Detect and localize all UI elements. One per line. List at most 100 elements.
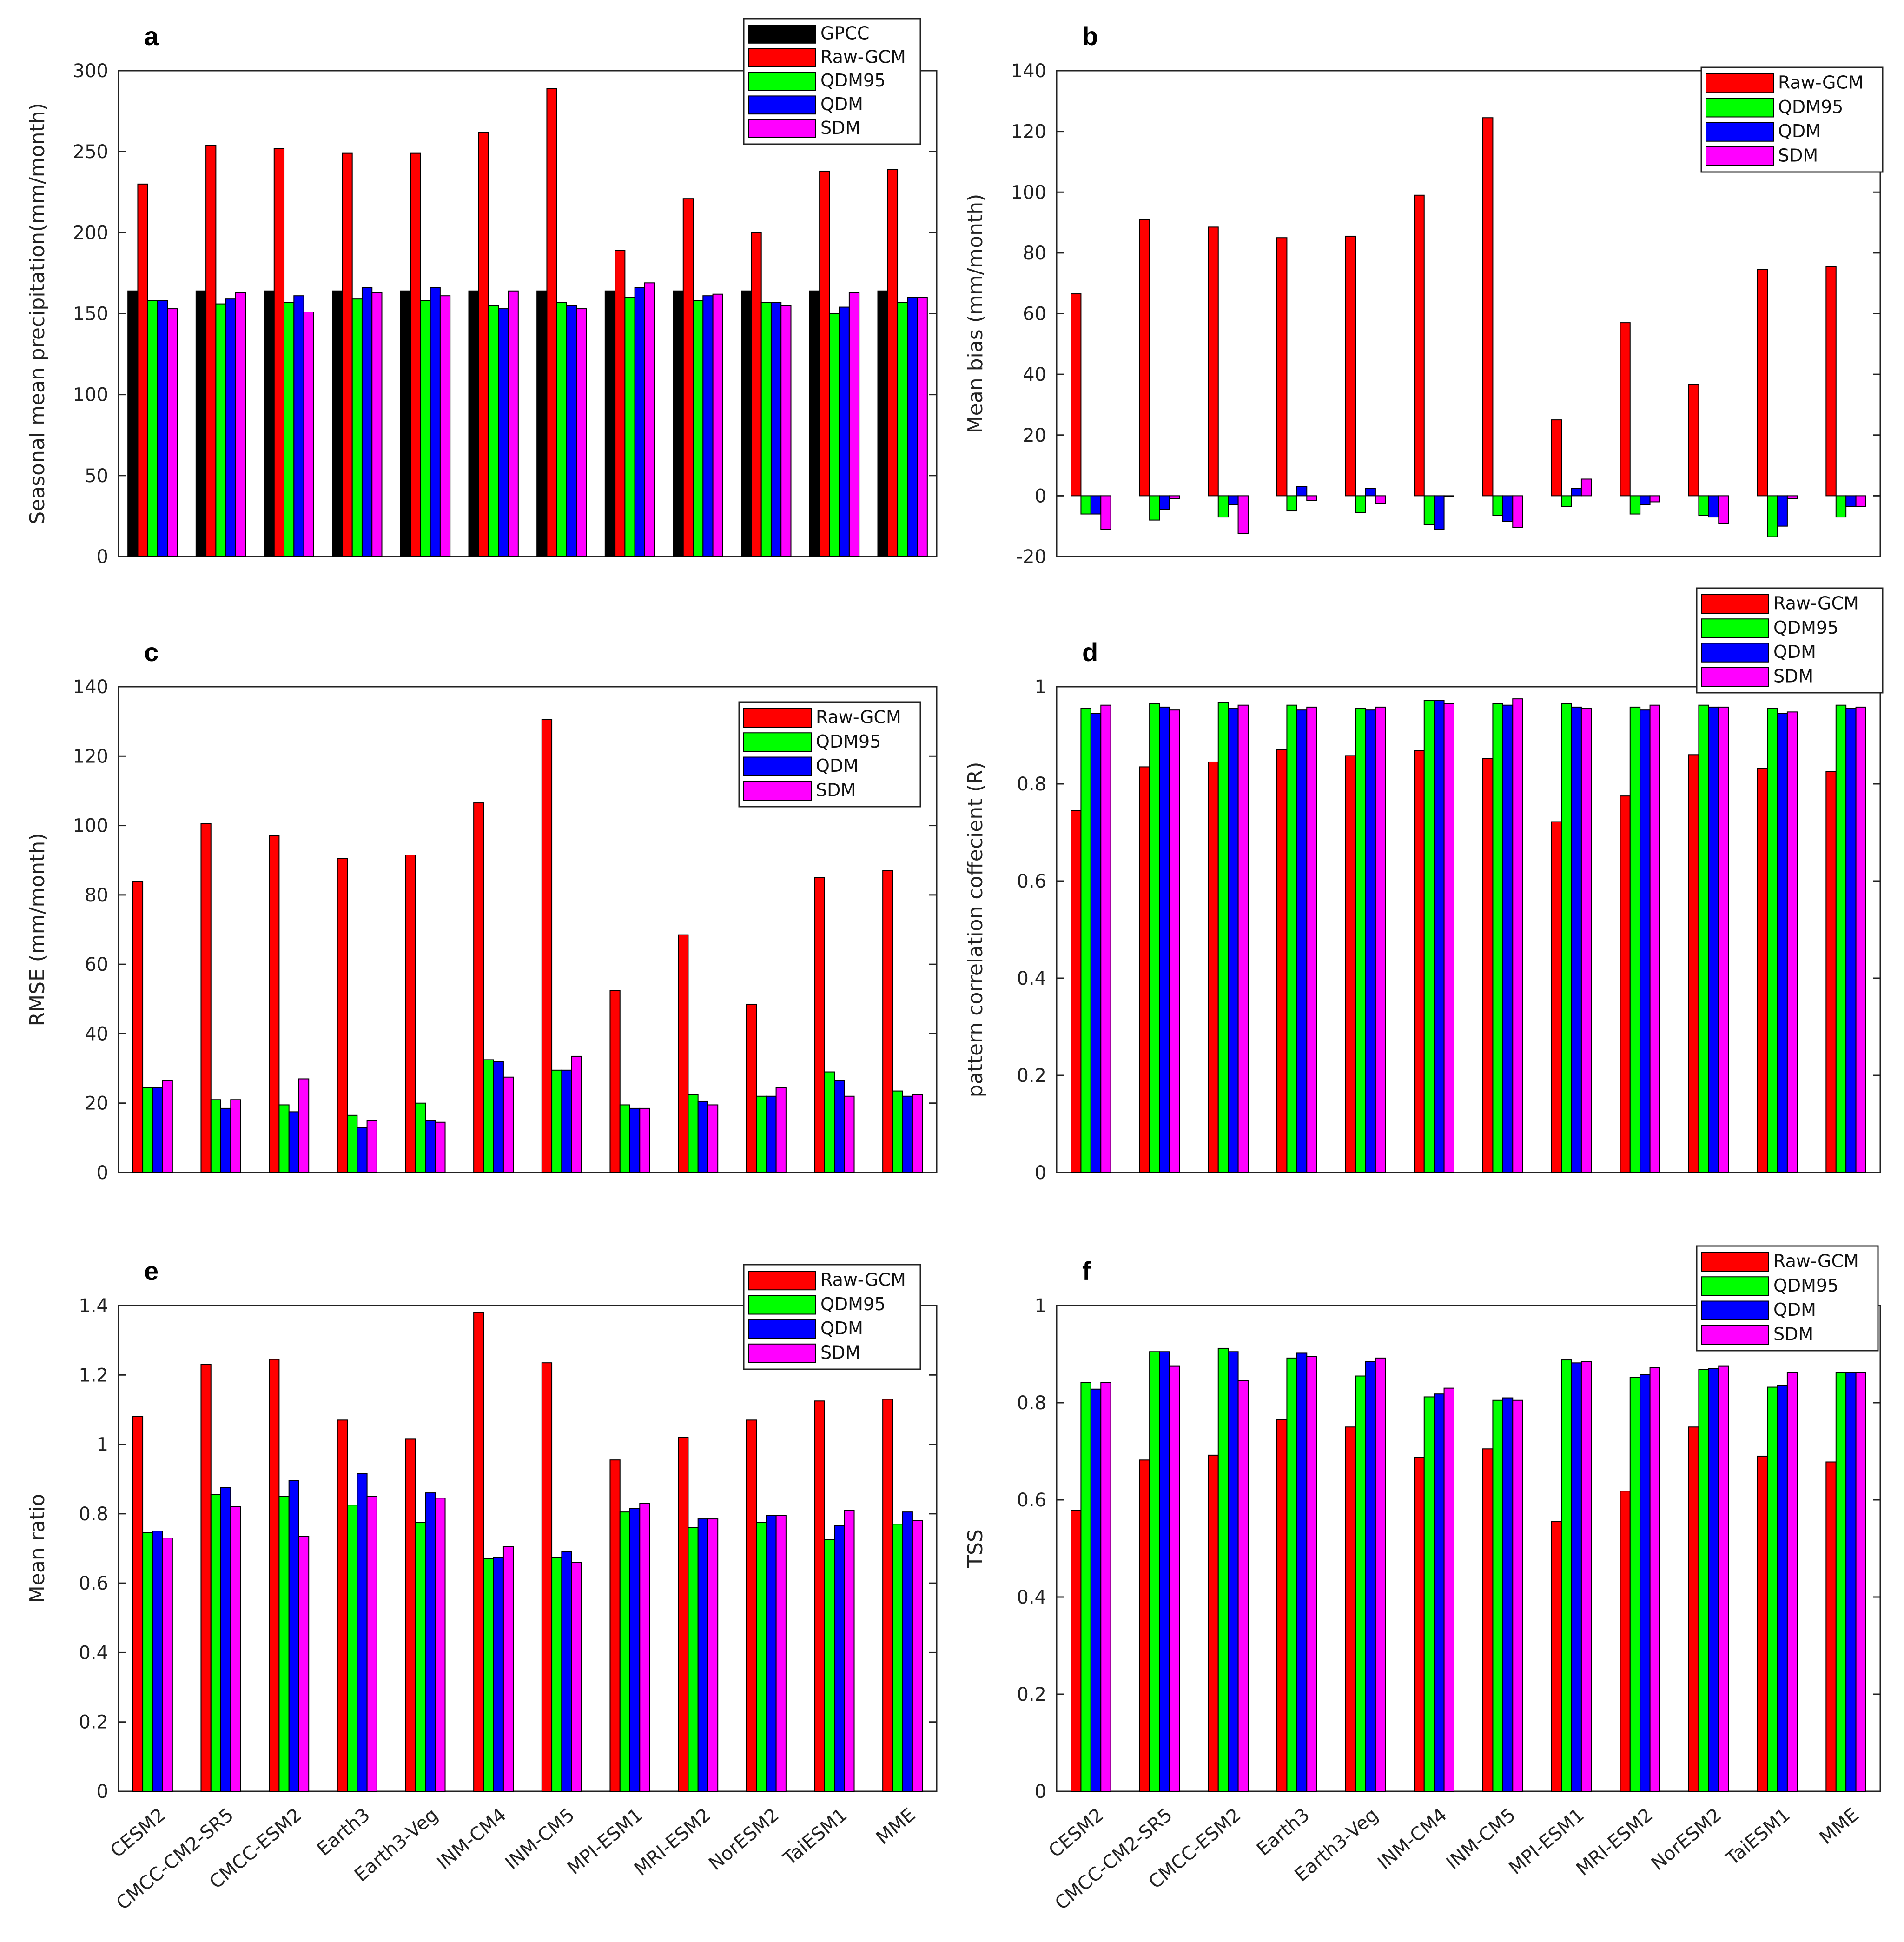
bar-QDM-MME — [1845, 1372, 1857, 1792]
bar-QDM95-MRI-ESM2 — [688, 1527, 699, 1792]
y-tick-label: 300 — [73, 60, 108, 82]
bar-QDM-CMCC-ESM2 — [1228, 495, 1239, 505]
bar-QDM95-MPI-ESM1 — [1561, 703, 1572, 1173]
bar-QDM95-MRI-ESM2 — [688, 1094, 699, 1173]
bar-Raw-GCM-NorESM2 — [1688, 1426, 1699, 1792]
bar-QDM-Earth3-Veg — [425, 1120, 436, 1173]
bar-GPCC-TaiESM1 — [809, 290, 820, 557]
bar-SDM-MME — [917, 297, 928, 557]
bar-QDM95-MRI-ESM2 — [693, 300, 704, 557]
bar-Raw-GCM-TaiESM1 — [814, 877, 825, 1173]
bar-SDM-TaiESM1 — [1786, 495, 1798, 499]
bar-QDM95-Earth3-Veg — [1355, 1375, 1366, 1792]
legend-label: QDM95 — [1778, 97, 1843, 117]
legend-swatch — [748, 119, 816, 139]
legend-swatch — [748, 25, 816, 44]
bar-SDM-NorESM2 — [1718, 495, 1729, 524]
bar-QDM95-MME — [1835, 495, 1847, 518]
bar-Raw-GCM-Earth3-Veg — [410, 152, 421, 557]
bar-QDM95-MPI-ESM1 — [619, 1104, 630, 1173]
category-label: CMCC-CM2-SR5 — [112, 1804, 238, 1914]
bar-QDM-TaiESM1 — [834, 1080, 845, 1173]
bar-Raw-GCM-NorESM2 — [1688, 384, 1699, 497]
bar-QDM-Earth3-Veg — [425, 1492, 436, 1792]
bar-QDM95-Earth3 — [351, 298, 363, 557]
legend-swatch — [1701, 643, 1769, 663]
bar-SDM-CMCC-ESM2 — [298, 1078, 310, 1173]
bar-Raw-GCM-MME — [887, 169, 899, 557]
bar-QDM95-NorESM2 — [1698, 704, 1709, 1173]
y-axis-label: RMSE (mm/month) — [26, 833, 49, 1027]
bar-QDM95-CMCC-ESM2 — [1217, 495, 1229, 518]
bar-QDM-INM-CM5 — [566, 305, 577, 557]
y-tick-label: 200 — [73, 222, 108, 244]
y-tick-label: 0 — [1035, 485, 1046, 507]
y-tick-label: 120 — [73, 746, 108, 767]
bar-Raw-GCM-MPI-ESM1 — [609, 1459, 621, 1792]
bar-QDM-MRI-ESM2 — [1640, 495, 1651, 505]
bar-Raw-GCM-MME — [1825, 1461, 1837, 1792]
legend-label: QDM — [820, 1318, 863, 1339]
bar-QDM95-MRI-ESM2 — [1629, 1377, 1641, 1792]
legend-swatch — [1706, 98, 1774, 118]
legend-label: SDM — [1773, 1324, 1813, 1344]
bar-QDM95-Earth3 — [347, 1114, 358, 1173]
y-tick-label: 0.4 — [1017, 968, 1046, 989]
bar-QDM-MME — [902, 1095, 913, 1173]
bar-SDM-TaiESM1 — [844, 1095, 855, 1173]
bar-QDM95-MME — [897, 302, 908, 557]
bar-QDM-NorESM2 — [770, 302, 782, 557]
panel-letter: e — [144, 1256, 159, 1286]
y-tick-label: 0 — [97, 1162, 108, 1184]
bar-Raw-GCM-INM-CM5 — [1482, 1448, 1494, 1792]
bar-SDM-CMCC-ESM2 — [1237, 1380, 1249, 1792]
bar-SDM-CMCC-ESM2 — [1237, 704, 1249, 1173]
y-tick-label: 0.6 — [79, 1573, 108, 1594]
bar-QDM-CESM2 — [152, 1087, 163, 1173]
bar-QDM95-INM-CM5 — [1492, 703, 1503, 1173]
bar-QDM-Earth3 — [361, 287, 373, 557]
y-tick-label: 150 — [73, 304, 108, 325]
legend-swatch — [1706, 73, 1774, 93]
bar-QDM95-INM-CM5 — [1492, 1399, 1503, 1792]
panel-c: c 0 20 40 60 80 100 120 140 RMSE (mm/month) Raw-GC… — [26, 637, 938, 1184]
bar-SDM-TaiESM1 — [848, 292, 860, 557]
bar-SDM-CMCC-CM2-SR5 — [235, 292, 246, 557]
bar-SDM-CMCC-CM2-SR5 — [1169, 1365, 1180, 1792]
bar-QDM-INM-CM4 — [498, 308, 509, 557]
bar-Raw-GCM-Earth3-Veg — [1345, 235, 1356, 497]
bar-QDM-CMCC-ESM2 — [293, 295, 304, 557]
legend-label: SDM — [1773, 666, 1813, 686]
bar-SDM-MPI-ESM1 — [1580, 478, 1592, 497]
legend-label: Raw-GCM — [1773, 1251, 1859, 1272]
y-tick-label: 0.8 — [1017, 774, 1046, 795]
bar-SDM-INM-CM5 — [1512, 1399, 1523, 1792]
bar-QDM-Earth3 — [1296, 709, 1308, 1173]
bar-Raw-GCM-INM-CM4 — [473, 1312, 484, 1792]
legend-swatch — [743, 732, 812, 752]
bar-QDM-MRI-ESM2 — [1640, 709, 1651, 1173]
legend: Raw-GCM QDM95 QDM SDM — [738, 701, 921, 808]
legend-swatch — [1701, 1300, 1769, 1320]
bar-QDM-Earth3 — [1296, 1352, 1308, 1792]
legend-swatch — [1701, 1325, 1769, 1345]
legend-label: QDM — [1773, 1299, 1816, 1320]
bar-QDM95-Earth3 — [1286, 704, 1297, 1173]
y-tick-label: 50 — [85, 465, 108, 487]
legend-label: Raw-GCM — [820, 1270, 906, 1290]
bar-Raw-GCM-CMCC-CM2-SR5 — [205, 145, 217, 557]
bar-Raw-GCM-CMCC-CM2-SR5 — [1139, 1459, 1150, 1792]
bar-SDM-CMCC-CM2-SR5 — [230, 1099, 241, 1173]
axes-box — [118, 1305, 938, 1792]
bar-QDM-NorESM2 — [1708, 1368, 1719, 1792]
legend-label: QDM95 — [816, 731, 881, 752]
bar-Raw-GCM-MPI-ESM1 — [615, 250, 626, 557]
bar-SDM-MRI-ESM2 — [707, 1518, 719, 1792]
bar-Raw-GCM-Earth3 — [342, 152, 353, 557]
panel-d: d 0 0.2 0.4 0.6 0.8 1 pattern correlation coffe… — [964, 587, 1884, 1184]
y-axis-label: TSS — [964, 1529, 987, 1568]
bar-QDM-CESM2 — [157, 300, 168, 557]
legend-swatch — [1701, 618, 1769, 638]
bar-SDM-Earth3 — [366, 1496, 377, 1792]
bar-SDM-CESM2 — [167, 308, 178, 557]
